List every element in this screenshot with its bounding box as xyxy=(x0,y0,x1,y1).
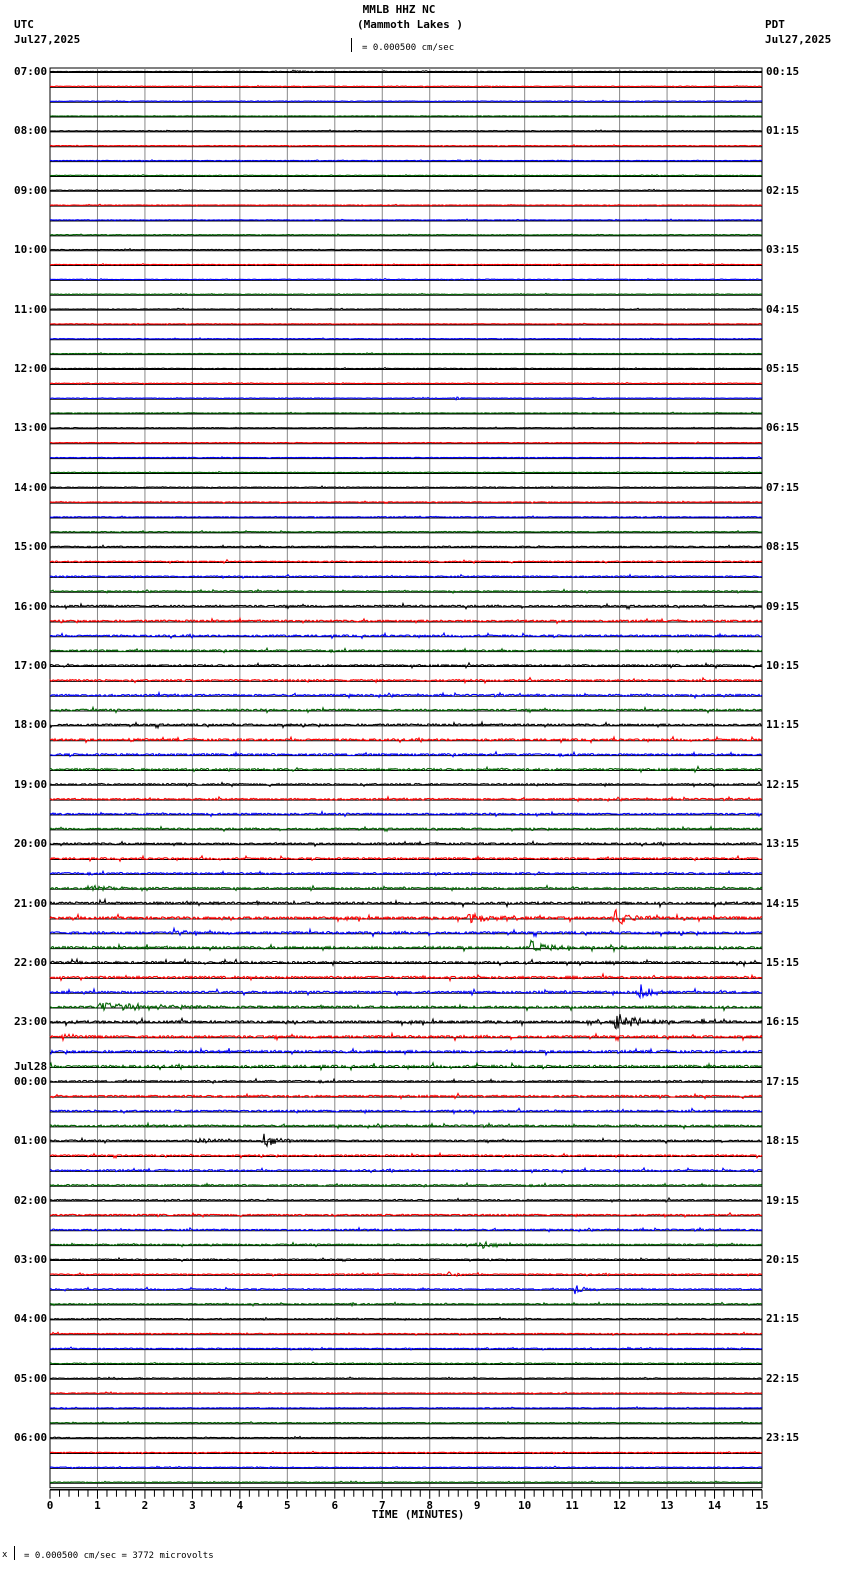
right-hour-label: 09:15 xyxy=(766,599,800,613)
right-hour-label: 20:15 xyxy=(766,1253,800,1266)
right-hour-label: 21:15 xyxy=(766,1312,800,1326)
left-hour-label: 03:00 xyxy=(14,1253,48,1266)
left-hour-label: 00:00 xyxy=(14,1074,48,1088)
x-tick-label: 13 xyxy=(660,1498,674,1512)
left-hour-label: 10:00 xyxy=(14,243,48,257)
right-hour-label: 03:15 xyxy=(766,243,800,257)
left-hour-label: 16:00 xyxy=(14,599,48,613)
scale-text: = 0.000500 cm/sec xyxy=(362,43,455,53)
right-hour-label: 10:15 xyxy=(766,659,800,672)
right-hour-label: 08:15 xyxy=(766,540,800,554)
left-date-change-label: Jul28 xyxy=(14,1059,48,1073)
station-title: MMLB HHZ NC xyxy=(362,3,436,16)
right-hour-label: 04:15 xyxy=(766,302,800,316)
left-timezone: UTC xyxy=(14,18,34,31)
left-hour-label: 21:00 xyxy=(14,896,48,910)
left-hour-label: 13:00 xyxy=(14,421,48,435)
left-hour-label: 20:00 xyxy=(14,837,48,851)
right-hour-label: 15:15 xyxy=(766,956,800,969)
x-tick-label: 6 xyxy=(331,1498,339,1512)
right-hour-label: 13:15 xyxy=(766,837,800,851)
x-tick-label: 2 xyxy=(141,1498,149,1512)
left-hour-label: 05:00 xyxy=(14,1371,48,1385)
right-hour-label: 18:15 xyxy=(766,1134,800,1148)
right-hour-label: 01:15 xyxy=(766,124,800,138)
footer-scale-note: = 0.000500 cm/sec = 3772 microvolts xyxy=(24,1551,214,1561)
x-tick-label: 12 xyxy=(612,1498,627,1512)
footer-scale-bar-icon xyxy=(14,1546,18,1560)
left-hour-label: 11:00 xyxy=(14,302,48,316)
right-hour-label: 22:15 xyxy=(766,1371,800,1385)
right-hour-label: 05:15 xyxy=(766,362,800,375)
right-hour-label: 11:15 xyxy=(766,718,800,732)
left-hour-label: 07:00 xyxy=(14,65,48,78)
left-hour-label: 18:00 xyxy=(14,718,48,732)
x-tick-label: 15 xyxy=(755,1498,769,1512)
x-tick-label: 1 xyxy=(94,1498,101,1512)
right-hour-label: 12:15 xyxy=(766,777,800,791)
left-hour-label: 12:00 xyxy=(14,362,48,375)
scale-prefix: x xyxy=(2,1550,8,1560)
left-hour-label: 14:00 xyxy=(14,480,48,494)
left-hour-label: 17:00 xyxy=(14,659,48,672)
left-hour-label: 06:00 xyxy=(14,1431,48,1445)
right-hour-label: 14:15 xyxy=(766,896,800,910)
station-location: (Mammoth Lakes ) xyxy=(357,18,463,31)
left-hour-label: 22:00 xyxy=(14,956,48,969)
right-hour-label: 06:15 xyxy=(766,421,800,435)
right-hour-label: 07:15 xyxy=(766,480,800,494)
x-tick-label: 10 xyxy=(518,1498,532,1512)
right-hour-label: 19:15 xyxy=(766,1193,800,1207)
right-hour-label: 17:15 xyxy=(766,1074,800,1088)
left-hour-label: 08:00 xyxy=(14,124,48,138)
x-tick-label: 14 xyxy=(707,1498,722,1512)
right-timezone: PDT xyxy=(765,18,785,31)
x-axis-label: TIME (MINUTES) xyxy=(371,1508,465,1521)
x-tick-label: 5 xyxy=(284,1498,291,1512)
left-hour-label: 01:00 xyxy=(14,1134,48,1148)
left-date: Jul27,2025 xyxy=(14,33,81,46)
left-hour-label: 02:00 xyxy=(14,1193,48,1207)
left-hour-label: 09:00 xyxy=(14,183,48,197)
scale-bar-icon xyxy=(351,38,355,52)
x-tick-label: 0 xyxy=(46,1498,54,1512)
left-hour-label: 15:00 xyxy=(14,540,48,554)
left-hour-label: 19:00 xyxy=(14,777,48,791)
x-tick-label: 4 xyxy=(236,1498,244,1512)
right-date: Jul27,2025 xyxy=(765,33,832,46)
right-hour-label: 23:15 xyxy=(766,1431,800,1445)
right-hour-label: 16:15 xyxy=(766,1015,800,1029)
x-tick-label: 7 xyxy=(378,1498,386,1512)
right-hour-label: 02:15 xyxy=(766,183,800,197)
x-tick-label: 3 xyxy=(189,1498,196,1512)
right-hour-label: 00:15 xyxy=(766,65,800,78)
left-hour-label: 04:00 xyxy=(14,1312,48,1326)
x-tick-label: 11 xyxy=(565,1498,579,1512)
x-tick-label: 8 xyxy=(426,1498,434,1512)
left-hour-label: 23:00 xyxy=(14,1015,48,1029)
x-tick-label: 9 xyxy=(473,1498,481,1512)
